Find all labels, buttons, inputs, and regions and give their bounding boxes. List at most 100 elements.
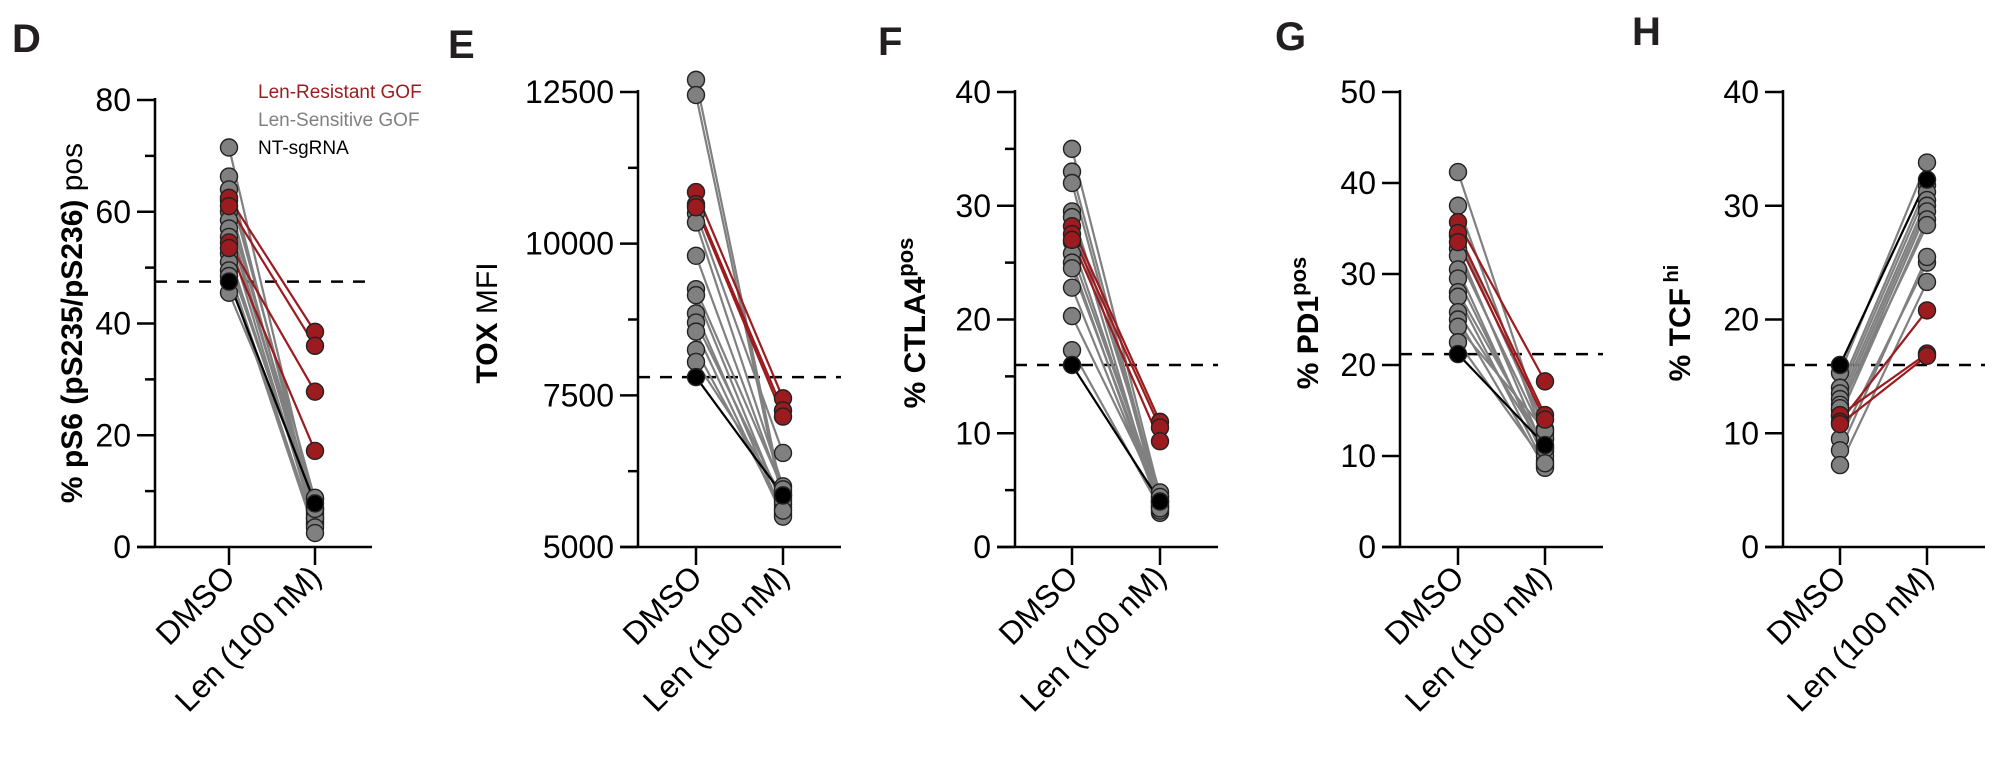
pair-line-sensitive [1457, 291, 1546, 448]
point-len-resistant [1535, 410, 1555, 429]
pair-line-sensitive [1838, 256, 1929, 451]
pair-line-nt [1071, 364, 1161, 503]
point-dmso-sensitive [1448, 162, 1468, 182]
point-len-sensitive [1917, 215, 1937, 235]
point-len-resistant [305, 382, 325, 401]
y-tick-label: 30 [1723, 188, 1759, 224]
pair-line-sensitive [694, 79, 785, 499]
pair-line-sensitive [694, 255, 785, 493]
point-dmso-nt [219, 272, 239, 291]
y-tick-label: 40 [955, 74, 991, 110]
y-tick-label: 60 [95, 194, 131, 230]
y-axis-label: % pS6 (pS235/pS236) pos [56, 143, 89, 503]
y-axis-label: % PD1pos [1286, 257, 1325, 390]
pair-line-resistant [694, 203, 785, 411]
point-len-sensitive [1917, 272, 1937, 292]
point-len-nt [1150, 492, 1170, 511]
y-tick-label: 40 [1723, 74, 1759, 110]
point-len-nt [1917, 170, 1937, 189]
point-dmso-nt [686, 367, 706, 387]
pair-line-nt [1839, 179, 1928, 366]
y-tick-label: 40 [95, 306, 131, 342]
pair-line-sensitive [1456, 248, 1547, 452]
pair-line-resistant [694, 206, 785, 417]
y-tick-label: 20 [1340, 347, 1376, 383]
y-axis-label-rest: MFI [471, 262, 504, 322]
point-dmso-sensitive [1448, 287, 1468, 306]
y-axis-label: % CTLA4pos [893, 238, 932, 409]
point-len-resistant [773, 407, 793, 426]
point-dmso-nt [1448, 344, 1468, 364]
y-tick-label: 0 [973, 529, 991, 565]
pair-line-sensitive [1457, 255, 1546, 439]
y-axis-label-main: % TCF [1664, 288, 1697, 381]
pair-line-resistant [227, 247, 317, 452]
pair-line-sensitive [1839, 281, 1928, 466]
y-tick-label: 0 [1358, 529, 1376, 565]
y-tick-label: 5000 [543, 529, 614, 565]
pair-line-sensitive [694, 288, 785, 490]
pair-line-sensitive [1838, 205, 1929, 406]
y-axis-label-main: % PD1 [1292, 296, 1325, 389]
point-len-sensitive [773, 443, 793, 463]
pair-line-resistant [1457, 241, 1546, 421]
point-dmso-sensitive [686, 70, 706, 90]
pair-line-sensitive [1457, 341, 1546, 464]
y-tick-label: 10 [955, 415, 991, 451]
point-dmso-sensitive [686, 246, 706, 266]
point-len-sensitive [773, 501, 793, 520]
point-dmso-resistant [219, 196, 239, 216]
legend: Len-Resistant GOF Len-Sensitive GOF NT-sgR… [258, 82, 422, 159]
pair-line-resistant [1070, 233, 1162, 429]
y-axis-label-main: TOX [471, 322, 504, 383]
pair-line-nt [695, 376, 784, 497]
point-dmso-sensitive [1448, 196, 1468, 215]
point-dmso-nt [1830, 355, 1850, 375]
y-tick-label: 30 [955, 188, 991, 224]
pair-line-nt [227, 281, 317, 504]
pair-line-sensitive [694, 222, 785, 487]
data-points [1830, 153, 1937, 475]
y-tick-label: 7500 [543, 377, 614, 413]
pair-line-sensitive [1838, 199, 1929, 400]
pair-line-resistant [1839, 309, 1928, 423]
y-axis-label-main: % CTLA4 [899, 276, 932, 408]
pair-lines [1070, 148, 1162, 514]
panel-letter: F [878, 20, 902, 64]
data-points [1448, 162, 1555, 478]
point-dmso-nt [1062, 355, 1082, 375]
panel-letter: D [12, 17, 41, 61]
y-axis-label-suffix: pos [56, 143, 89, 200]
point-dmso-sensitive [686, 213, 706, 232]
point-len-sensitive [305, 523, 325, 543]
point-len-sensitive [1535, 454, 1555, 473]
data-points [686, 70, 793, 526]
y-tick-label: 10 [1723, 415, 1759, 451]
point-dmso-resistant [1448, 232, 1468, 252]
pair-line-sensitive [1839, 224, 1928, 409]
point-dmso-sensitive [1062, 173, 1082, 193]
pair-line-resistant [228, 197, 316, 333]
pair-line-sensitive [227, 189, 317, 500]
y-tick-label: 40 [1340, 165, 1376, 201]
point-len-sensitive [1917, 153, 1937, 172]
point-len-nt [1535, 435, 1555, 455]
pair-line-resistant [1457, 232, 1546, 416]
pair-line-sensitive [1457, 326, 1546, 432]
point-len-nt [305, 494, 325, 513]
pair-line-sensitive [227, 211, 317, 509]
panel-letter: G [1275, 15, 1306, 59]
y-tick-label: 10000 [525, 226, 614, 262]
y-tick-label: 20 [955, 302, 991, 338]
point-dmso-sensitive [1062, 306, 1082, 326]
pair-line-resistant [1070, 225, 1162, 423]
point-len-resistant [1535, 372, 1555, 391]
pair-line-sensitive [1838, 191, 1929, 394]
point-dmso-sensitive [1062, 278, 1082, 297]
point-dmso-sensitive [686, 352, 706, 372]
